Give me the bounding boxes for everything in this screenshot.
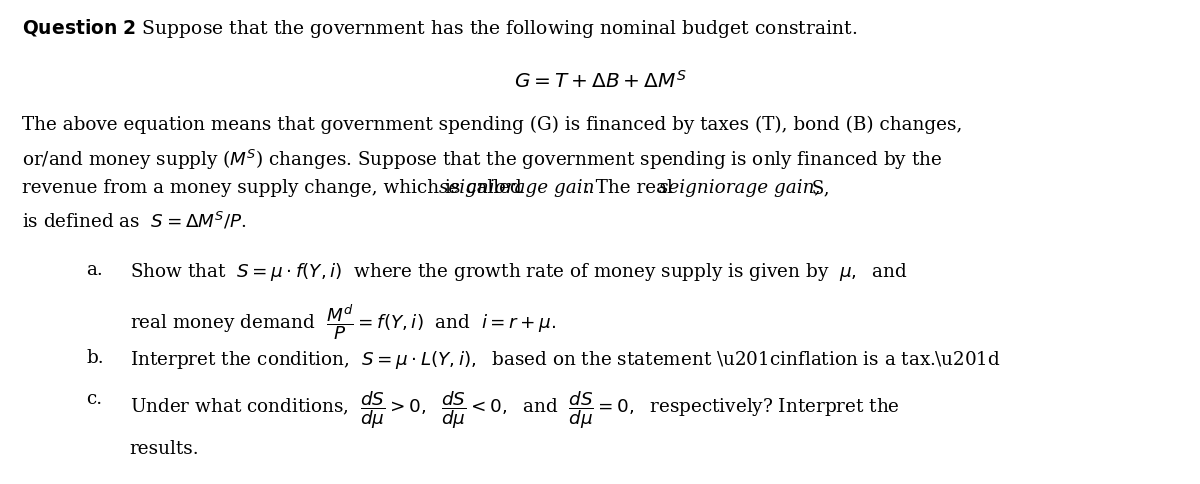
Text: real money demand  $\dfrac{M^d}{P} = f(Y, i)$  and  $i = r + \mu.$: real money demand $\dfrac{M^d}{P} = f(Y,… bbox=[130, 302, 556, 342]
Text: $\bf{Question\ 2}$ Suppose that the government has the following nominal budget : $\bf{Question\ 2}$ Suppose that the gove… bbox=[22, 17, 857, 40]
Text: a.: a. bbox=[86, 261, 103, 279]
Text: seigniorage gain,: seigniorage gain, bbox=[659, 179, 820, 197]
Text: Interpret the condition,  $S = \mu \cdot L(Y, i),$  based on the statement \u201: Interpret the condition, $S = \mu \cdot … bbox=[130, 349, 1001, 371]
Text: Show that  $S = \mu \cdot f(Y, i)$  where the growth rate of money supply is giv: Show that $S = \mu \cdot f(Y, i)$ where … bbox=[130, 261, 907, 283]
Text: . The real: . The real bbox=[584, 179, 679, 197]
Text: $G = T + \Delta B + \Delta M^S$: $G = T + \Delta B + \Delta M^S$ bbox=[514, 70, 686, 92]
Text: is defined as  $S = \Delta M^S/P$.: is defined as $S = \Delta M^S/P$. bbox=[22, 211, 246, 232]
Text: or/and money supply ($M^S$) changes. Suppose that the government spending is onl: or/and money supply ($M^S$) changes. Sup… bbox=[22, 148, 942, 172]
Text: c.: c. bbox=[86, 390, 102, 408]
Text: Under what conditions,  $\dfrac{dS}{d\mu} > 0,$  $\dfrac{dS}{d\mu} < 0,$  and  $: Under what conditions, $\dfrac{dS}{d\mu}… bbox=[130, 390, 900, 431]
Text: seigniorage gain: seigniorage gain bbox=[439, 179, 595, 197]
Text: revenue from a money supply change, which is called: revenue from a money supply change, whic… bbox=[22, 179, 527, 197]
Text: S,: S, bbox=[806, 179, 830, 197]
Text: results.: results. bbox=[130, 440, 199, 458]
Text: b.: b. bbox=[86, 349, 104, 367]
Text: The above equation means that government spending (G) is financed by taxes (T), : The above equation means that government… bbox=[22, 116, 962, 135]
